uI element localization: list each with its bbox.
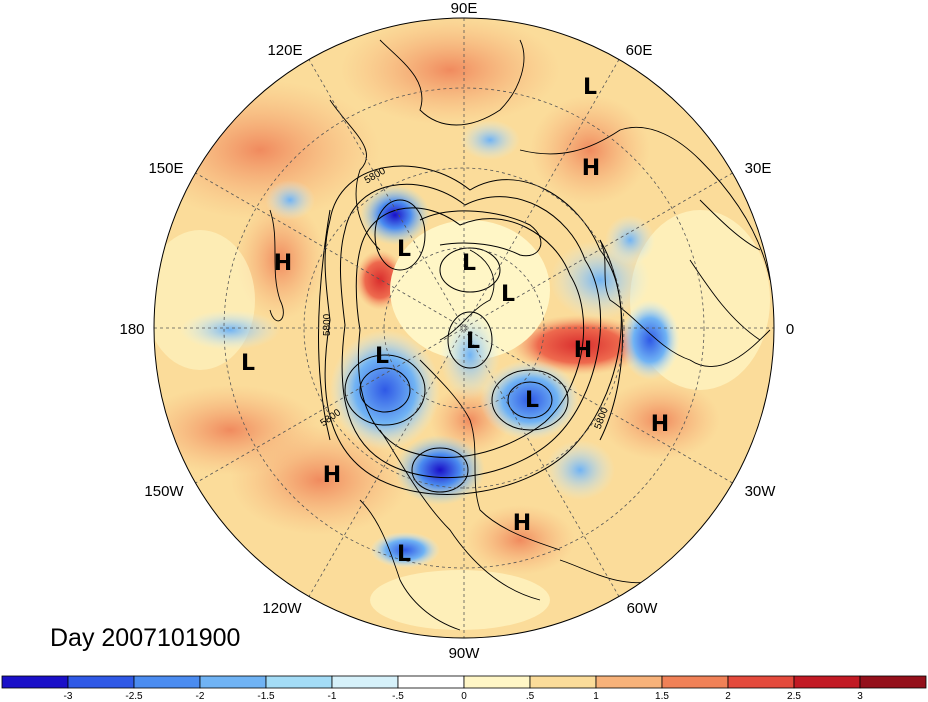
pressure-center-low: L xyxy=(501,282,515,307)
pressure-centers: L H L L L H L L H L L H H H L xyxy=(241,75,669,567)
colorbar-swatch xyxy=(67,675,135,689)
colorbar-swatch xyxy=(793,675,861,689)
lon-label-60e: 60E xyxy=(626,42,653,59)
colorbar-swatch xyxy=(529,675,597,689)
colorbar-tick-label: 3 xyxy=(857,691,863,702)
lon-label-120e: 120E xyxy=(267,42,302,59)
pressure-center-high: H xyxy=(582,156,600,181)
map-boundary xyxy=(153,17,775,639)
pressure-center-high: H xyxy=(513,511,531,536)
pressure-center-low: L xyxy=(397,542,411,567)
lon-label-30e: 30E xyxy=(745,160,772,177)
colorbar-tick-label: -.5 xyxy=(392,691,404,702)
colorbar-tick-label: .5 xyxy=(526,691,535,702)
colorbar-tick-label: 2.5 xyxy=(787,691,801,702)
lon-label-150e: 150E xyxy=(148,160,183,177)
pressure-center-high: H xyxy=(651,412,669,437)
lon-label-60w: 60W xyxy=(627,600,659,617)
pressure-center-low: L xyxy=(466,329,480,354)
colorbar-tick-label: 2 xyxy=(725,691,731,702)
lon-label-90w: 90W xyxy=(449,645,481,662)
pressure-center-low: L xyxy=(525,388,539,413)
lon-label-150w: 150W xyxy=(144,483,184,500)
colorbar-tick-label: -1.5 xyxy=(257,691,275,702)
colorbar-swatch xyxy=(595,675,663,689)
lon-label-180: 180 xyxy=(119,321,144,338)
pressure-center-high: H xyxy=(574,338,592,363)
colorbar-swatch xyxy=(1,675,69,689)
anomaly-field xyxy=(154,18,774,638)
pressure-center-low: L xyxy=(583,75,597,100)
colorbar-tick-label: 1 xyxy=(593,691,599,702)
lon-label-90e: 90E xyxy=(451,0,478,17)
colorbar-swatch xyxy=(463,675,531,689)
colorbar-swatch xyxy=(133,675,201,689)
colorbar-swatch xyxy=(727,675,795,689)
colorbar: -3 -2.5 -2 -1.5 -1 -.5 0 .5 1 1.5 2 2.5 3 xyxy=(1,675,927,702)
colorbar-tick-label: -3 xyxy=(64,691,73,702)
pressure-center-high: H xyxy=(274,251,292,276)
pressure-center-low: L xyxy=(375,344,389,369)
colorbar-swatch xyxy=(331,675,399,689)
colorbar-swatch xyxy=(397,675,465,689)
pressure-center-low: L xyxy=(462,251,476,276)
colorbar-tick-label: -2.5 xyxy=(125,691,143,702)
pressure-center-low: L xyxy=(241,351,255,376)
colorbar-tick-label: -2 xyxy=(196,691,205,702)
contour-label: 5800 xyxy=(322,313,333,336)
date-label: Day 2007101900 xyxy=(50,624,240,652)
pressure-center-low: L xyxy=(397,237,411,262)
longitude-labels: 90E 60E 30E 0 30W 60W 90W 120W 150W 180 … xyxy=(119,0,794,662)
graticule xyxy=(154,18,774,638)
colorbar-swatch xyxy=(661,675,729,689)
lon-label-120w: 120W xyxy=(262,600,302,617)
colorbar-tick-label: -1 xyxy=(328,691,337,702)
colorbar-tick-label: 0 xyxy=(461,691,467,702)
height-contours xyxy=(317,165,623,495)
lon-label-0: 0 xyxy=(786,321,794,338)
colorbar-swatch xyxy=(199,675,267,689)
colorbar-swatch xyxy=(859,675,927,689)
colorbar-swatch xyxy=(265,675,333,689)
colorbar-tick-label: 1.5 xyxy=(655,691,669,702)
pressure-center-high: H xyxy=(323,463,341,488)
lon-label-30w: 30W xyxy=(745,483,777,500)
